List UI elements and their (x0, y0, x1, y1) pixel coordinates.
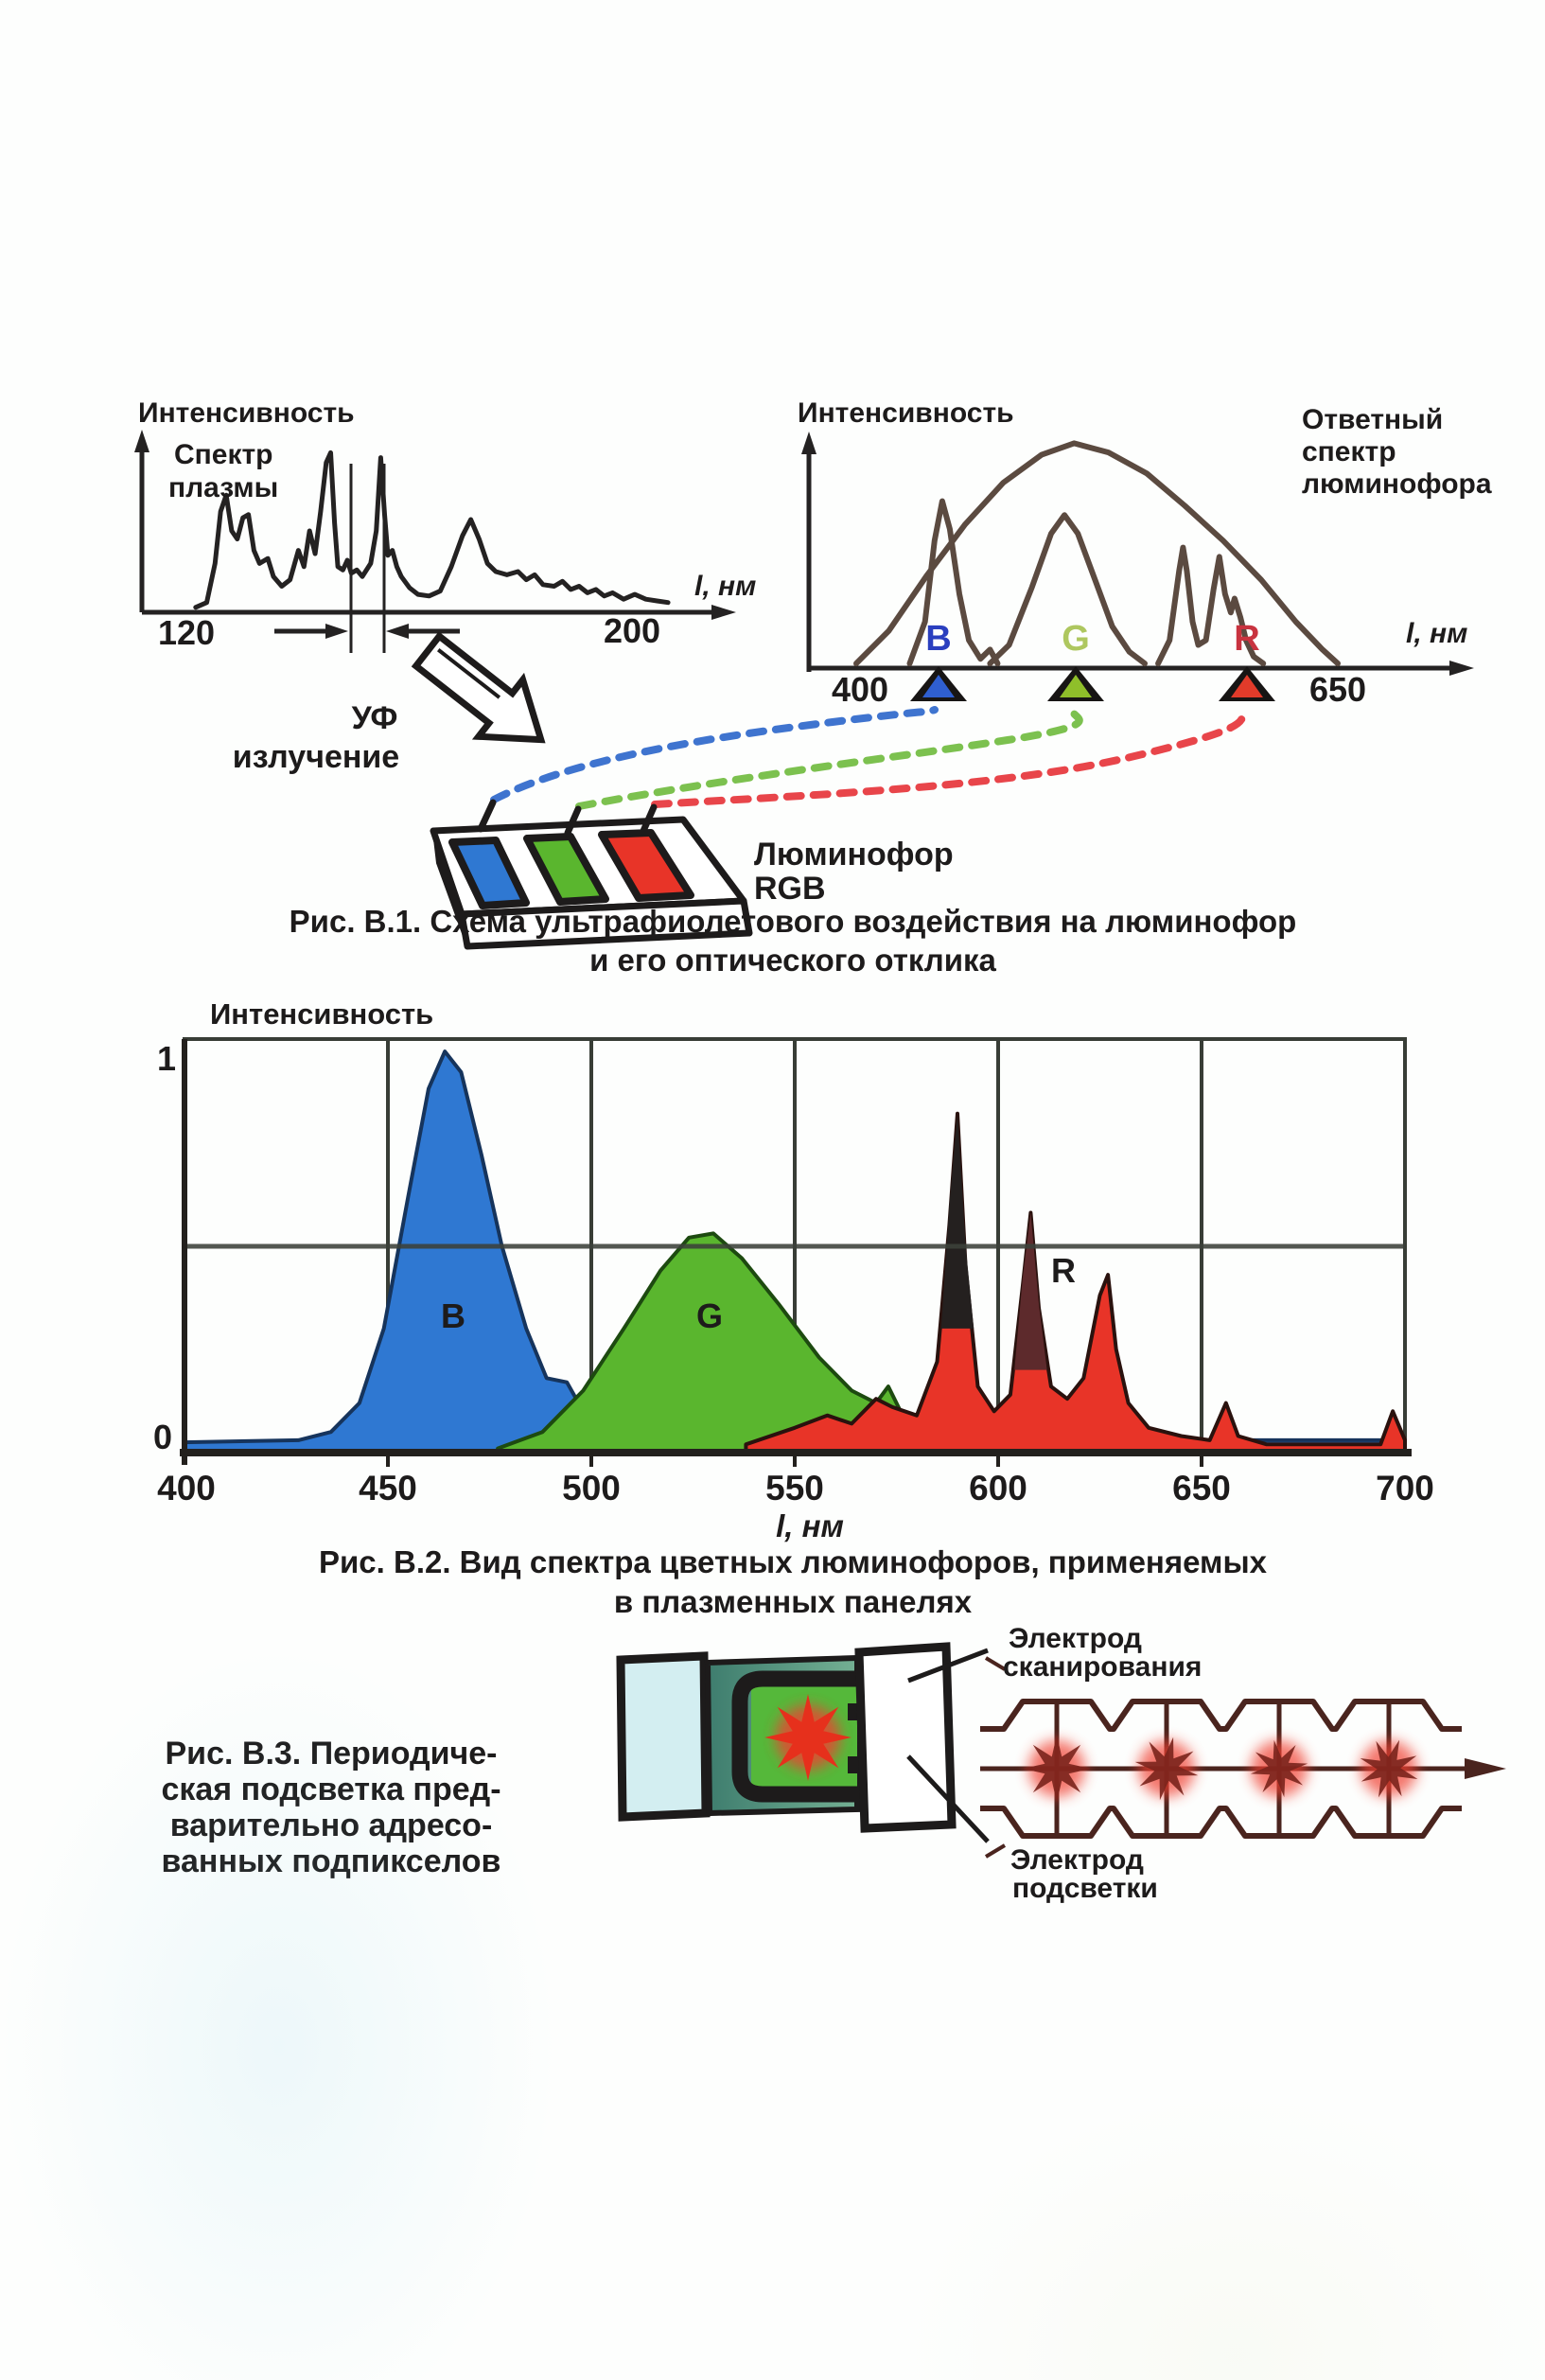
tray-label-line2: RGB (754, 871, 826, 907)
response-chart-axes (801, 432, 1474, 676)
figure-b3-caption-line1: Рис. В.3. Периодиче- (165, 1736, 498, 1772)
tray-label-line1: Люминофор (754, 837, 954, 873)
plasma-spectrum-curve (193, 450, 671, 610)
scan-electrode-label-line1: Электрод (1009, 1623, 1142, 1654)
figure-b3-caption-line4: ванных подпикселов (161, 1843, 501, 1879)
figure-b3-caption-line3: варительно адресо- (169, 1807, 493, 1843)
phosphor-series-label-r: R (1051, 1251, 1076, 1290)
subpixel-cross-section (616, 1642, 990, 1843)
phosphor-xtick-450: 450 (359, 1469, 417, 1507)
phosphor-ytick-1: 1 (156, 1039, 177, 1078)
backlight-electrode-label-line2: подсветки (1012, 1873, 1158, 1904)
dashed-path-stubs (477, 799, 658, 837)
uv-label-line2: излучение (232, 739, 400, 775)
response-green-peak-curve (987, 512, 1148, 667)
phosphor-xtick-550: 550 (765, 1469, 824, 1507)
uv-label-line1: УФ (351, 700, 398, 736)
figure-b3-caption-line2: ская подсветка пред- (161, 1772, 501, 1807)
response-xtick-650: 650 (1308, 670, 1367, 709)
plasma-xaxis-label: l, нм (694, 571, 757, 602)
response-right-label-line2: спектр (1302, 436, 1396, 467)
plasma-xtick-200: 200 (603, 611, 661, 650)
phosphor-chart-ylabel: Интенсивность (210, 997, 434, 1031)
response-marker-letter-r: R (1234, 619, 1260, 659)
phosphor-xtick-600: 600 (969, 1469, 1027, 1507)
dashed-response-paths (490, 706, 1249, 810)
response-xaxis-label: l, нм (1406, 618, 1468, 649)
plasma-chart-annotation-line1: Спектр (174, 439, 273, 470)
scan-electrode-label-line2: сканирования (1003, 1651, 1203, 1683)
plasma-xtick-120: 120 (157, 613, 216, 652)
response-right-label-line1: Ответный (1302, 404, 1444, 435)
response-chart-ylabel: Интенсивность (798, 397, 1014, 429)
phosphor-series-label-b: B (441, 1296, 465, 1335)
response-marker-letter-b: B (925, 619, 952, 659)
phosphor-spectra-series (183, 1049, 1407, 1454)
plasma-chart-annotation-line2: плазмы (168, 472, 279, 503)
figure-b1-caption-line2: и его оптического отклика (589, 943, 996, 978)
response-envelope-curve (853, 440, 1341, 667)
rgb-phosphor-tray (430, 816, 753, 950)
figure-b1-caption-line1: Рис. В.1. Схема ультрафиолетового воздей… (289, 904, 1297, 939)
uv-radiation-arrow-icon (411, 631, 546, 744)
response-right-label-line3: люминофора (1302, 468, 1492, 500)
figure-b2-caption-line1: Рис. В.2. Вид спектра цветных люминофоро… (319, 1544, 1267, 1579)
phosphor-xaxis-label: l, нм (776, 1508, 844, 1543)
phosphor-ytick-0: 0 (152, 1418, 173, 1456)
response-chart-curves (853, 440, 1341, 667)
response-blue-peak-curve (906, 498, 1001, 667)
phosphor-xtick-400: 400 (157, 1469, 216, 1507)
response-marker-letter-g: G (1062, 619, 1090, 659)
phosphor-xtick-650: 650 (1172, 1469, 1231, 1507)
phosphor-chart-overgrid (180, 1039, 1412, 1467)
response-red-peaks-curve (1155, 544, 1267, 667)
backlight-electrode-label-line1: Электрод (1010, 1844, 1144, 1876)
figure-b2-caption-line2: в плазменных панелях (613, 1584, 973, 1619)
phosphor-dark-tip-1 (1014, 1212, 1047, 1370)
electrode-chain-sparks (1023, 1735, 1418, 1803)
rgb-axis-markers (910, 666, 1275, 701)
phosphor-dark-tip-0 (940, 1113, 974, 1329)
phosphor-series-R (744, 1111, 1407, 1454)
phosphor-xtick-700: 700 (1376, 1469, 1434, 1507)
discharge-spark-icon (764, 1694, 852, 1781)
plasma-chart-ylabel: Интенсивность (138, 397, 355, 429)
phosphor-xtick-500: 500 (562, 1469, 621, 1507)
phosphor-series-label-g: G (695, 1296, 724, 1335)
response-xtick-400: 400 (831, 670, 889, 709)
